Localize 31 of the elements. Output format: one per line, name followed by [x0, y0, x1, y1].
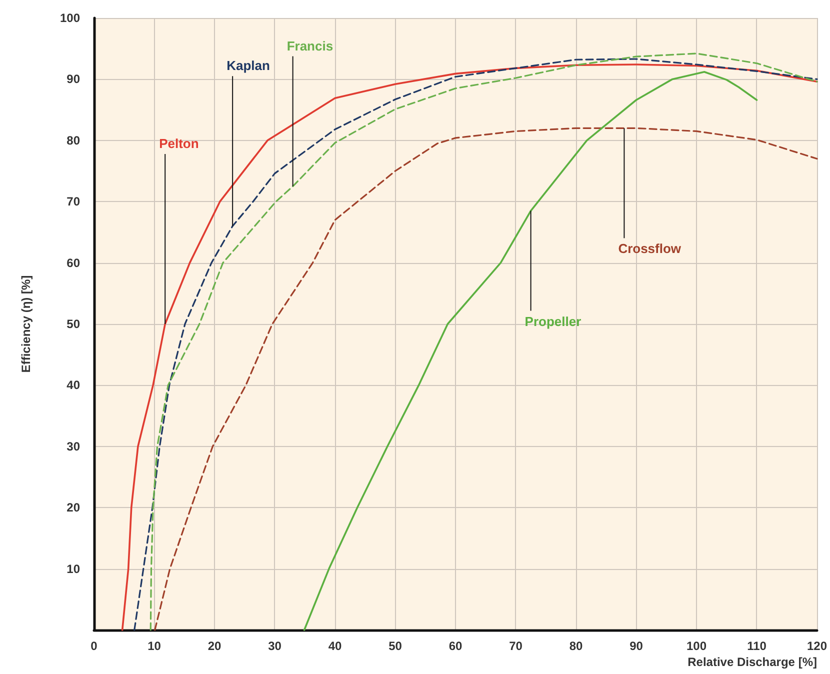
text: Pelton: [159, 136, 199, 151]
x-tick-label: 100: [686, 639, 707, 653]
x-tick-label: 70: [509, 639, 523, 653]
x-axis-title: Relative Discharge [%]: [688, 655, 817, 669]
y-tick-label: 30: [66, 439, 80, 454]
x-tick-label: 90: [630, 639, 644, 653]
y-tick-label: 60: [66, 256, 80, 270]
x-tick-label: 30: [268, 639, 282, 653]
x-tick-label: 10: [148, 639, 162, 653]
y-tick-label: 70: [66, 194, 80, 209]
y-axis-title: Efficiency (η) [%]: [19, 275, 33, 373]
text: Crossflow: [618, 241, 682, 256]
x-tick-label: 20: [208, 639, 222, 653]
x-tick-label: 110: [747, 639, 767, 653]
text: Francis: [286, 38, 334, 54]
y-tick-label: 10: [66, 562, 80, 576]
x-tick-label: 40: [328, 639, 342, 653]
y-tick-label: 80: [66, 133, 80, 148]
text: Kaplan: [226, 58, 270, 74]
line-series: [303, 70, 758, 631]
y-tick-label: 100: [60, 11, 80, 25]
x-tick-label: 80: [569, 639, 583, 653]
x-tick-label: 0: [90, 639, 98, 653]
text: Propeller: [524, 314, 582, 329]
x-tick-label: 60: [448, 639, 462, 653]
y-tick-label: 50: [66, 317, 80, 331]
y-tick-label: 20: [66, 500, 80, 515]
y-tick-label: 40: [66, 378, 80, 392]
y-tick-label: 90: [66, 72, 80, 86]
x-tick-label: 50: [388, 639, 402, 653]
x-tick-label: 120: [806, 639, 828, 653]
